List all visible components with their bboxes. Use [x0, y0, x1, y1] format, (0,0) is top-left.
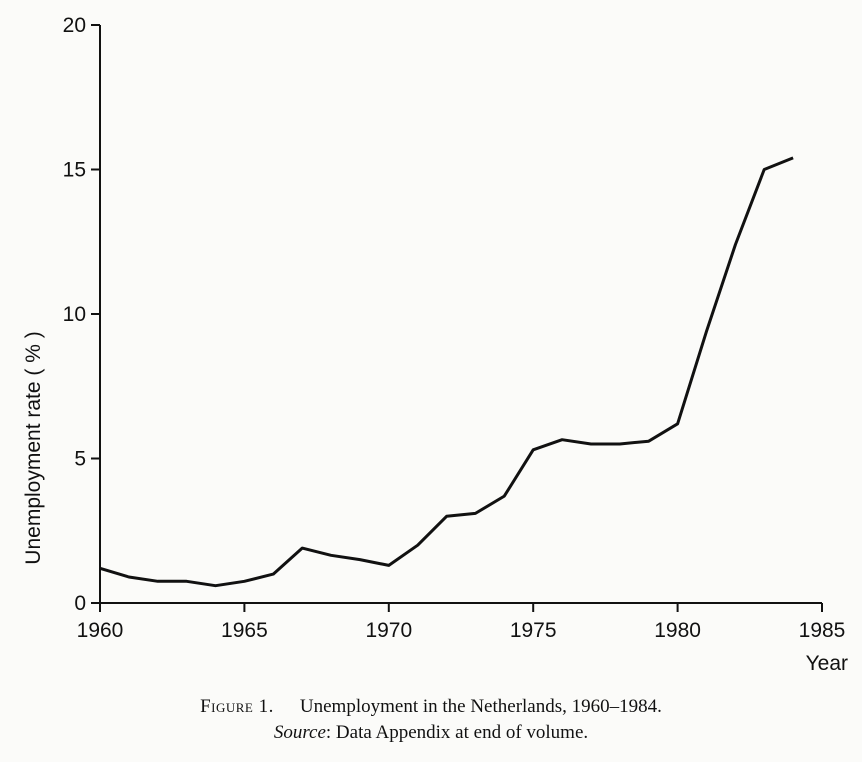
x-ticks: 1960 1965 1970 1975 1980 1985 — [77, 603, 846, 642]
y-axis-label: Unemployment rate ( % ) — [22, 331, 45, 564]
figure-text: Unemployment in the Netherlands, 1960–19… — [299, 696, 662, 717]
source-caption: Source: Data Appendix at end of volume. — [0, 722, 862, 744]
source-text: : Data Appendix at end of volume. — [325, 722, 589, 743]
y-tick-label: 0 — [74, 592, 86, 615]
y-tick-label: 15 — [63, 159, 86, 182]
y-tick-label: 10 — [63, 303, 86, 326]
x-tick-label: 1960 — [77, 619, 124, 642]
x-tick-label: 1965 — [221, 619, 268, 642]
y-ticks: 0 5 10 15 20 — [63, 14, 100, 615]
y-tick-label: 20 — [63, 14, 86, 37]
figure-label: Figure 1. — [200, 696, 274, 717]
x-tick-label: 1975 — [510, 619, 557, 642]
x-tick-label: 1985 — [799, 619, 846, 642]
figure-caption: Figure 1. Unemployment in the Netherlands… — [0, 696, 862, 718]
y-tick-label: 5 — [74, 448, 86, 471]
line-chart: 0 5 10 15 20 1960 1965 1970 1975 1980 1985 Unempl… — [22, 14, 848, 675]
source-label: Source — [273, 722, 326, 743]
x-tick-label: 1970 — [365, 619, 412, 642]
x-tick-label: 1980 — [654, 619, 701, 642]
x-axis-label: Year — [806, 652, 848, 675]
series-line-unemployment — [99, 156, 794, 588]
